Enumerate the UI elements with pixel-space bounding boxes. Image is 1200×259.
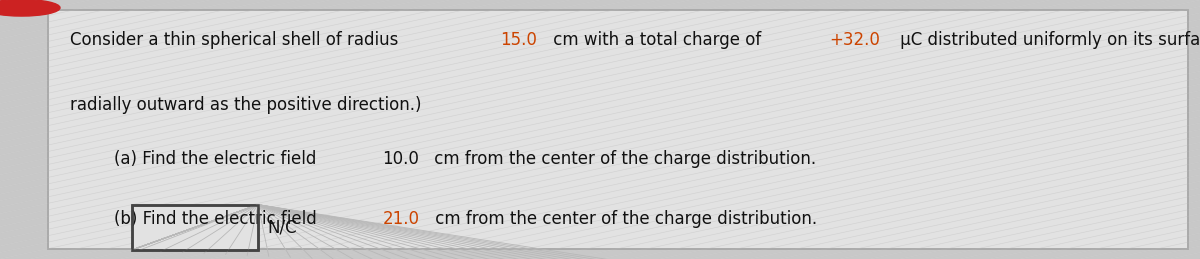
Bar <box>132 205 258 250</box>
Circle shape <box>0 0 60 16</box>
Text: cm with a total charge of: cm with a total charge of <box>547 31 766 49</box>
Text: radially outward as the positive direction.): radially outward as the positive directi… <box>70 96 421 114</box>
Text: (a) Find the electric field: (a) Find the electric field <box>114 150 322 168</box>
Text: 15.0: 15.0 <box>500 31 536 49</box>
Bar <box>132 205 258 250</box>
Text: cm from the center of the charge distribution.: cm from the center of the charge distrib… <box>430 210 817 228</box>
Text: 21.0: 21.0 <box>383 210 419 228</box>
Text: μC distributed uniformly on its surface. (Take: μC distributed uniformly on its surface.… <box>895 31 1200 49</box>
Text: +32.0: +32.0 <box>829 31 881 49</box>
Text: (b) Find the electric field: (b) Find the electric field <box>114 210 322 228</box>
Text: N/C: N/C <box>268 218 298 236</box>
Text: cm from the center of the charge distribution.: cm from the center of the charge distrib… <box>430 150 817 168</box>
Text: 10.0: 10.0 <box>382 150 419 168</box>
Text: Consider a thin spherical shell of radius: Consider a thin spherical shell of radiu… <box>70 31 403 49</box>
